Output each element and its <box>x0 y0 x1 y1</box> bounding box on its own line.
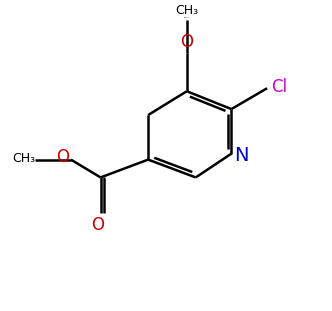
Text: CH₃: CH₃ <box>175 4 198 17</box>
Text: methyl: methyl <box>32 157 37 158</box>
Text: N: N <box>234 146 249 165</box>
Text: CH₃: CH₃ <box>12 152 35 165</box>
Text: O: O <box>56 148 69 166</box>
Text: methoxy: methoxy <box>184 16 190 17</box>
Text: O: O <box>91 216 104 234</box>
Text: methoxy: methoxy <box>184 17 190 18</box>
Text: Cl: Cl <box>272 78 288 96</box>
Text: O: O <box>180 33 193 51</box>
